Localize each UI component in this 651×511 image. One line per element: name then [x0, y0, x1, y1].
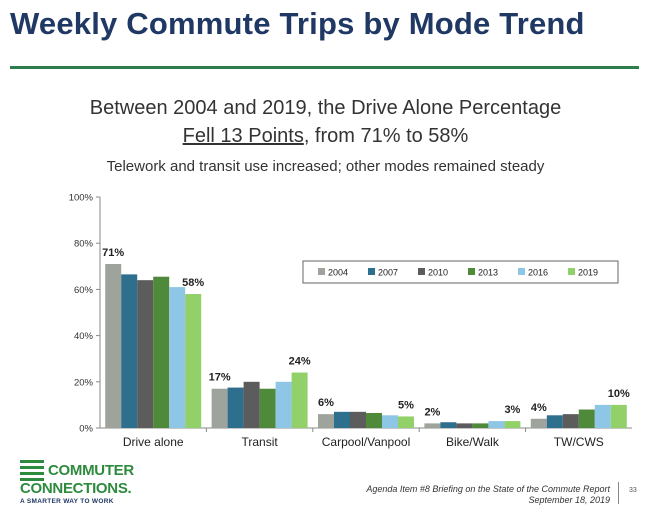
bar-2016 [275, 381, 292, 428]
data-label: 58% [182, 277, 204, 289]
bar-2004 [211, 388, 228, 428]
x-tick-label: Bike/Walk [446, 435, 500, 449]
legend-swatch-2013 [468, 268, 475, 275]
bar-2007 [440, 422, 457, 428]
headline-rest: , from 71% to 58% [303, 125, 469, 147]
page-number: 33 [629, 487, 637, 494]
legend-label: 2004 [328, 268, 348, 278]
data-label: 24% [289, 356, 311, 368]
legend-label: 2007 [378, 268, 398, 278]
x-tick-label: Carpool/Vanpool [322, 435, 411, 449]
commuter-connections-logo: COMMUTER CONNECTIONS. A SMARTER WAY TO W… [20, 460, 150, 505]
y-tick-label: 20% [74, 377, 94, 388]
bar-2010 [350, 411, 366, 428]
footer-line-1: Agenda Item #8 Briefing on the State of … [366, 484, 610, 494]
bar-2019 [398, 416, 414, 428]
x-tick-label: Drive alone [123, 435, 184, 449]
bar-2019 [291, 372, 308, 428]
bar-2019 [185, 294, 202, 428]
bar-2004 [424, 423, 441, 428]
headline: Between 2004 and 2019, the Drive Alone P… [0, 94, 651, 150]
data-label: 17% [209, 372, 231, 384]
y-tick-label: 80% [74, 239, 94, 250]
bar-2007 [334, 411, 350, 428]
legend-label: 2010 [428, 268, 448, 278]
slide-title: Weekly Commute Trips by Mode Trend [10, 6, 585, 41]
data-label: 4% [531, 402, 547, 414]
y-tick-label: 40% [74, 331, 94, 342]
data-label: 6% [318, 397, 334, 409]
bar-2010 [562, 414, 579, 428]
x-tick-label: TW/CWS [554, 435, 604, 449]
data-label: 5% [398, 399, 414, 411]
logo-line-1: COMMUTER [48, 462, 134, 479]
legend-label: 2016 [528, 268, 548, 278]
bar-2010 [137, 280, 154, 428]
data-label: 71% [102, 247, 124, 259]
bar-2010 [456, 423, 473, 428]
legend-swatch-2004 [318, 268, 325, 275]
legend-label: 2019 [578, 268, 598, 278]
legend-swatch-2007 [368, 268, 375, 275]
legend-box [302, 260, 619, 284]
bar-2016 [382, 415, 398, 428]
headline-line-2: Fell 13 Points, from 71% to 58% [0, 122, 651, 150]
headline-line-1: Between 2004 and 2019, the Drive Alone P… [89, 97, 562, 119]
y-tick-label: 100% [69, 193, 94, 204]
logo-line-2: CONNECTIONS. [20, 480, 132, 497]
data-label: 10% [608, 388, 630, 400]
bar-2013 [578, 409, 595, 428]
bar-2016 [488, 421, 505, 428]
y-tick-label: 0% [79, 424, 93, 435]
bar-2007 [121, 274, 138, 428]
legend-swatch-2016 [518, 268, 525, 275]
footer-divider [618, 482, 619, 504]
bar-2004 [530, 418, 547, 428]
title-divider [10, 66, 639, 69]
x-tick-label: Transit [241, 435, 278, 449]
bar-2016 [169, 287, 186, 428]
legend-swatch-2019 [568, 268, 575, 275]
bar-2004 [105, 263, 122, 428]
bar-2019 [610, 404, 627, 428]
footer-line-2: September 18, 2019 [528, 495, 610, 505]
bar-2013 [153, 276, 170, 428]
bar-2013 [472, 423, 489, 428]
bar-2010 [243, 381, 260, 428]
bar-2013 [366, 412, 382, 428]
bar-2007 [546, 415, 563, 428]
headline-emphasis: Fell 13 Points [182, 125, 304, 147]
y-tick-label: 60% [74, 285, 94, 296]
legend-label: 2013 [478, 268, 498, 278]
footer-text: Agenda Item #8 Briefing on the State of … [366, 484, 610, 506]
legend-swatch-2010 [418, 268, 425, 275]
data-label: 2% [424, 406, 440, 418]
bar-2013 [259, 388, 276, 428]
data-label: 3% [504, 404, 520, 416]
bar-2004 [318, 414, 334, 428]
subheadline: Telework and transit use increased; othe… [106, 158, 545, 175]
bar-2007 [227, 387, 244, 428]
logo-tagline: A SMARTER WAY TO WORK [20, 498, 114, 505]
logo-stripes-icon [20, 460, 44, 481]
bar-2016 [594, 404, 611, 428]
bar-2019 [504, 421, 521, 428]
